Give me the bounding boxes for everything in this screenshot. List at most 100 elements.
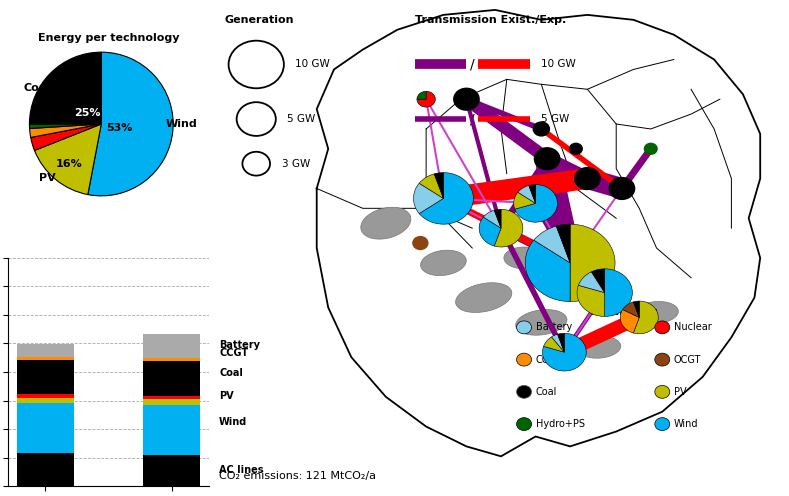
Text: PV: PV — [39, 173, 56, 183]
Circle shape — [517, 418, 532, 431]
Bar — [17, 403, 74, 453]
Text: PV: PV — [219, 391, 234, 401]
Bar — [17, 398, 74, 403]
Wedge shape — [634, 301, 658, 334]
Bar — [143, 455, 200, 486]
Text: CO₂ emissions: 121 MtCO₂/a: CO₂ emissions: 121 MtCO₂/a — [219, 471, 376, 481]
Ellipse shape — [455, 283, 512, 312]
Text: Coal: Coal — [219, 369, 243, 378]
Text: 16%: 16% — [55, 159, 82, 169]
Ellipse shape — [361, 207, 411, 239]
Text: Wind: Wind — [219, 417, 248, 427]
Wedge shape — [514, 192, 536, 209]
Text: AC lines: AC lines — [219, 465, 264, 475]
Circle shape — [517, 353, 532, 366]
Text: /: / — [470, 58, 474, 71]
Wedge shape — [570, 224, 615, 302]
Circle shape — [655, 321, 670, 334]
Text: Coal: Coal — [536, 387, 557, 397]
Text: Battery: Battery — [219, 340, 260, 350]
Text: Wind: Wind — [166, 119, 198, 129]
Title: Energy per technology: Energy per technology — [38, 33, 179, 43]
Circle shape — [609, 178, 634, 199]
Text: 53%: 53% — [106, 123, 133, 132]
Wedge shape — [534, 226, 570, 263]
Ellipse shape — [516, 310, 567, 335]
Wedge shape — [592, 269, 604, 293]
Wedge shape — [544, 337, 564, 352]
Text: Hydro+PS: Hydro+PS — [536, 419, 585, 429]
Polygon shape — [316, 10, 760, 456]
Circle shape — [242, 152, 270, 176]
Wedge shape — [634, 301, 639, 317]
Wedge shape — [29, 52, 101, 124]
Wedge shape — [623, 302, 639, 317]
Wedge shape — [525, 240, 570, 302]
Wedge shape — [604, 269, 632, 316]
Wedge shape — [529, 185, 536, 203]
Bar — [17, 394, 74, 398]
Text: 5 GW: 5 GW — [541, 114, 570, 124]
Wedge shape — [578, 272, 604, 293]
Text: CCGT: CCGT — [536, 355, 562, 365]
Wedge shape — [543, 333, 586, 371]
Circle shape — [229, 41, 284, 88]
Text: Coal: Coal — [23, 83, 50, 93]
Wedge shape — [494, 209, 523, 247]
Bar — [17, 360, 74, 394]
Wedge shape — [413, 183, 443, 214]
Bar — [143, 362, 200, 396]
Wedge shape — [417, 91, 426, 99]
Text: 3 GW: 3 GW — [282, 159, 310, 169]
Bar — [17, 357, 74, 360]
Wedge shape — [556, 224, 570, 263]
Wedge shape — [558, 333, 564, 352]
Wedge shape — [419, 174, 443, 198]
Text: Transmission Exist./Exp.: Transmission Exist./Exp. — [415, 15, 566, 25]
Circle shape — [517, 385, 532, 398]
Circle shape — [645, 143, 657, 154]
Circle shape — [574, 168, 600, 189]
Circle shape — [533, 122, 549, 136]
Bar — [143, 396, 200, 399]
Wedge shape — [552, 334, 564, 352]
Wedge shape — [88, 52, 173, 196]
Ellipse shape — [577, 336, 621, 358]
Circle shape — [655, 353, 670, 366]
Wedge shape — [514, 185, 558, 222]
Text: Generation: Generation — [225, 15, 294, 25]
Ellipse shape — [504, 247, 544, 269]
Circle shape — [237, 102, 276, 136]
Text: OCGT: OCGT — [674, 355, 701, 365]
Wedge shape — [417, 91, 436, 107]
Text: 5 GW: 5 GW — [287, 114, 316, 124]
Circle shape — [454, 88, 479, 110]
Wedge shape — [484, 210, 501, 228]
Ellipse shape — [634, 302, 679, 323]
Wedge shape — [29, 124, 101, 128]
Wedge shape — [434, 173, 443, 198]
Wedge shape — [479, 217, 501, 246]
Wedge shape — [494, 209, 501, 228]
Text: 25%: 25% — [73, 108, 100, 118]
Bar — [17, 453, 74, 486]
Wedge shape — [620, 310, 639, 333]
Text: Nuclear: Nuclear — [674, 322, 712, 332]
Wedge shape — [30, 124, 101, 137]
Text: 10 GW: 10 GW — [541, 60, 576, 69]
Wedge shape — [419, 173, 473, 224]
Ellipse shape — [421, 250, 466, 276]
Bar — [143, 358, 200, 362]
Text: PV: PV — [674, 387, 686, 397]
Circle shape — [655, 418, 670, 431]
Text: 10 GW: 10 GW — [295, 60, 330, 69]
Circle shape — [570, 143, 582, 154]
Circle shape — [413, 237, 428, 249]
Circle shape — [655, 385, 670, 398]
Wedge shape — [35, 124, 101, 194]
Bar — [143, 405, 200, 455]
Bar — [143, 399, 200, 405]
Bar — [143, 334, 200, 358]
Wedge shape — [518, 186, 536, 203]
Wedge shape — [577, 285, 604, 316]
